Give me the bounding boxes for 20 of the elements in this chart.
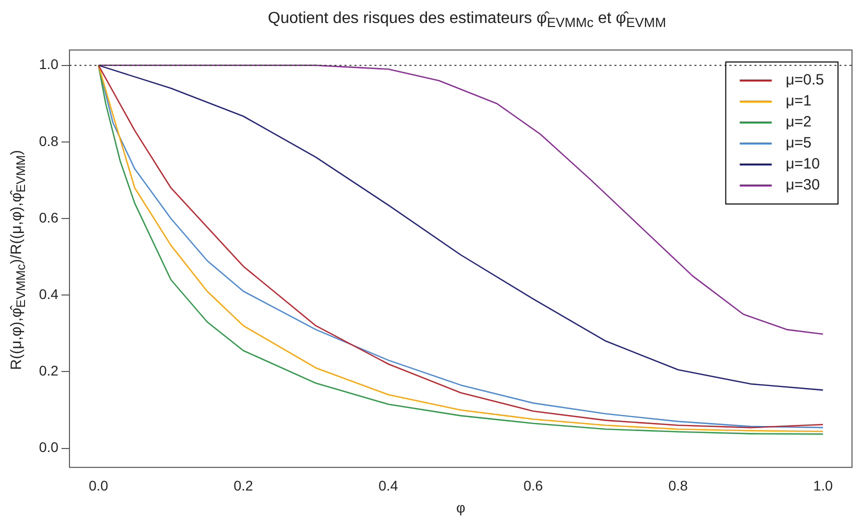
y-tick-label: 0.2: [38, 362, 59, 379]
x-tick-label: 1.0: [813, 478, 833, 494]
x-tick-label: 0.8: [668, 478, 688, 494]
legend-label: μ=10: [786, 156, 820, 173]
legend-label: μ=2: [786, 114, 812, 131]
chart-title: Quotient des risques des estimateurs φ̂$_{EVMMc}$ et φ̂$_{EVMM}$: [266, 10, 668, 30]
y-tick-label: 0.4: [38, 286, 59, 302]
y-tick-label: 0.6: [38, 209, 59, 226]
y-tick-label: 0.0: [38, 439, 59, 456]
x-tick-label: 0.2: [234, 478, 254, 494]
x-tick-label: 0.6: [523, 478, 544, 494]
y-tick-label: 1.0: [38, 56, 59, 72]
legend-label: μ=1: [786, 92, 812, 110]
x-tick-label: 0.0: [88, 478, 108, 494]
legend-label: μ=30: [786, 176, 820, 194]
legend-label: μ=5: [786, 134, 812, 152]
x-tick-label: 0.4: [378, 478, 398, 494]
x-axis-title: φ: [456, 499, 466, 516]
legend-label: μ=0.5: [786, 72, 824, 89]
y-tick-label: 0.8: [38, 132, 59, 149]
